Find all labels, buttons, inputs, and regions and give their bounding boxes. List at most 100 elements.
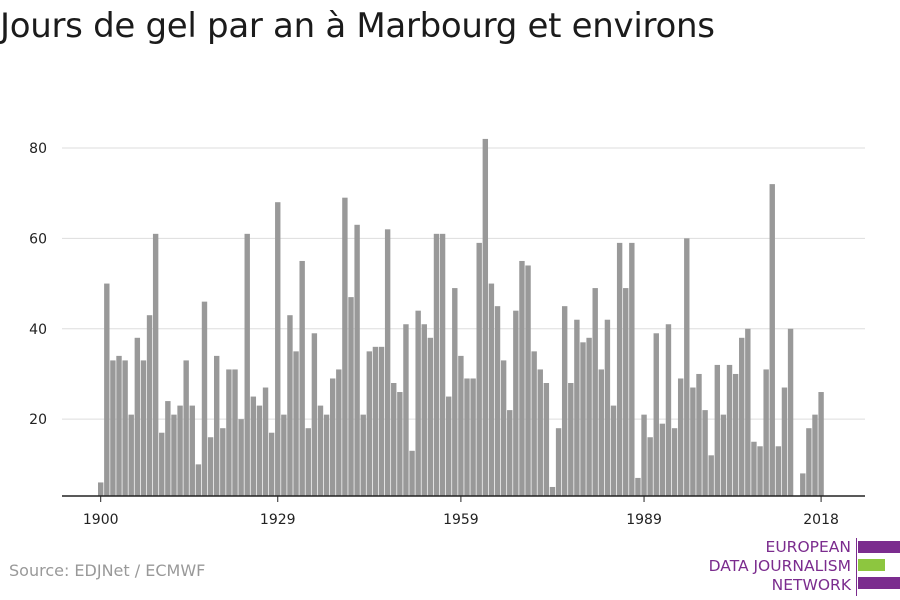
bar-2013: [787, 328, 794, 496]
bar-1948: [391, 383, 397, 496]
bar-1999: [702, 410, 708, 496]
bar-1923: [238, 419, 244, 496]
bar-1989: [641, 414, 647, 496]
bar-1956: [439, 233, 446, 496]
bar-1916: [195, 464, 202, 496]
bar-1964: [488, 283, 495, 496]
bar-2008: [757, 446, 763, 496]
bar-1918: [207, 437, 214, 496]
bar-1967: [507, 410, 513, 496]
bar-1924: [244, 233, 250, 496]
bar-1990: [647, 437, 653, 496]
y-tick-label: 60: [29, 231, 47, 247]
bar-1931: [287, 315, 293, 496]
x-tick-label: 1989: [626, 512, 662, 528]
bar-2000: [708, 455, 714, 496]
bar-1937: [323, 414, 330, 496]
y-tick-label: 40: [29, 322, 47, 338]
bar-1903: [116, 355, 122, 496]
bar-1905: [128, 414, 134, 496]
bar-1911: [165, 401, 171, 496]
bar-1928: [268, 432, 275, 496]
bar-1917: [201, 301, 208, 496]
bar-1976: [561, 306, 568, 496]
bar-2004: [732, 373, 739, 496]
bar-1939: [336, 369, 342, 496]
bar-1907: [140, 360, 147, 496]
bar-1978: [574, 319, 580, 496]
bar-1921: [226, 369, 232, 496]
bar-1945: [372, 346, 379, 496]
bar-1952: [415, 310, 421, 496]
bar-1953: [421, 324, 427, 496]
bar-1919: [214, 355, 220, 496]
bar-1993: [665, 324, 672, 496]
bar-1977: [568, 383, 574, 496]
chart-title: Jours de gel par an à Marbourg et enviro…: [0, 6, 715, 46]
bar-1972: [537, 369, 543, 496]
bar-2016: [806, 428, 812, 496]
bar-1946: [378, 346, 385, 496]
bar-1985: [616, 242, 623, 496]
bar-1902: [110, 360, 116, 496]
logo-text-european: EUROPEAN: [765, 538, 851, 556]
bar-2018: [818, 392, 824, 496]
bar-2001: [714, 364, 721, 496]
bar-1950: [403, 324, 409, 496]
logo-bar-top: [858, 541, 900, 553]
bar-1929: [275, 202, 281, 496]
bar-1958: [452, 288, 458, 496]
bar-1938: [329, 378, 336, 496]
logo-text-data-journalism: DATA JOURNALISM: [708, 557, 851, 575]
bar-1941: [348, 297, 354, 496]
bar-1969: [519, 260, 525, 496]
x-tick-label: 2018: [803, 512, 839, 528]
bar-1961: [470, 378, 476, 496]
bar-1988: [635, 477, 641, 496]
bar-1940: [342, 197, 348, 496]
bar-1904: [122, 360, 128, 496]
bar-1910: [159, 432, 165, 496]
bar-1908: [146, 315, 153, 496]
bar-1954: [427, 337, 434, 496]
bar-1971: [531, 351, 537, 496]
y-tick-label: 80: [29, 141, 47, 157]
bars-group: [98, 138, 824, 497]
y-tick-label: 20: [29, 412, 47, 428]
logo-bar-middle: [858, 559, 885, 571]
bar-1913: [177, 405, 183, 496]
bar-1930: [281, 414, 287, 496]
bar-2009: [763, 369, 769, 496]
logo-bar-bottom: [858, 577, 900, 589]
bar-2017: [812, 414, 818, 496]
bar-1900: [98, 482, 104, 496]
bar-2006: [745, 328, 751, 496]
bar-1979: [580, 342, 586, 496]
bar-1922: [232, 369, 238, 496]
bar-1974: [549, 486, 556, 496]
bar-1935: [311, 333, 318, 496]
source-note: Source: EDJNet / ECMWF: [9, 561, 206, 580]
logo-text-network: NETWORK: [771, 576, 851, 594]
bar-1914: [183, 360, 189, 496]
bar-1927: [262, 387, 269, 496]
bar-1906: [134, 337, 141, 496]
bar-1996: [684, 238, 690, 497]
bar-1901: [104, 283, 110, 496]
y-axis-ticks: 20 40 60 80: [29, 141, 47, 428]
bar-1925: [250, 396, 257, 496]
bar-1994: [671, 428, 678, 496]
logo-separator: [856, 538, 857, 596]
bar-1987: [629, 242, 635, 496]
bar-2012: [781, 387, 788, 496]
bar-1998: [696, 373, 702, 496]
bar-2005: [739, 337, 745, 496]
bar-1982: [598, 369, 605, 496]
bar-1980: [586, 337, 592, 496]
bar-1984: [610, 405, 617, 496]
bar-1932: [293, 351, 299, 496]
bar-1970: [525, 265, 531, 496]
bar-1968: [513, 310, 519, 496]
bar-1966: [500, 360, 507, 496]
bar-2007: [751, 441, 757, 496]
